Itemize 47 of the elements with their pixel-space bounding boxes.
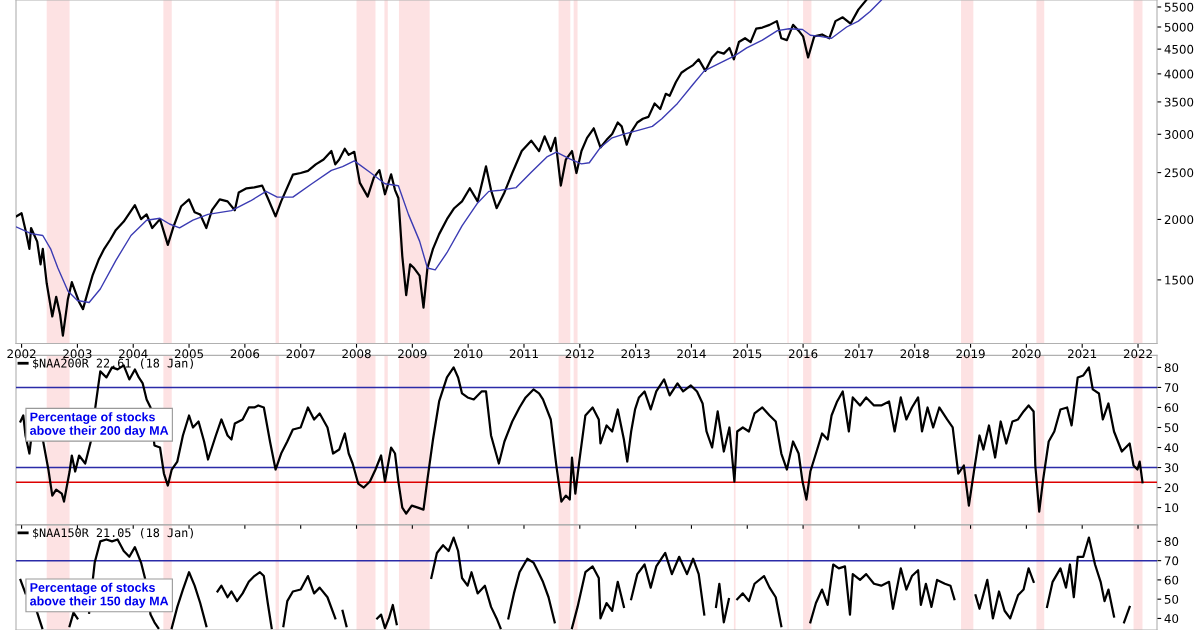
x-tick-label: 2017 [844, 349, 873, 359]
x-tick-label: 2002 [7, 349, 36, 359]
x-tick-label: 2013 [621, 349, 650, 359]
x-tick-label: 2012 [565, 349, 594, 359]
y-tick-label: 4500 [1164, 44, 1194, 54]
x-tick-label: 2005 [174, 349, 204, 359]
legend-label: $NAA200R 22.61 (18 Jan) [33, 358, 193, 370]
x-tick-label: 2006 [230, 349, 260, 359]
y-tick-label: 40 [1164, 443, 1179, 453]
x-tick-label: 2007 [286, 349, 315, 359]
x-tick-label: 2022 [1123, 349, 1152, 359]
y-tick-label: 5500 [1164, 2, 1194, 12]
y-tick-label: 3500 [1164, 97, 1194, 107]
annotation: Percentage of stocks above their 200 day MA [30, 412, 169, 438]
x-tick-label: 2015 [733, 349, 762, 359]
x-tick-label: 2021 [1068, 349, 1097, 359]
y-tick-label: 40 [1164, 614, 1179, 624]
y-tick-label: 80 [1164, 537, 1179, 547]
y-tick-label: 60 [1164, 575, 1179, 585]
legend-label: $NAA150R 21.05 (18 Jan) [33, 528, 193, 539]
x-tick-label: 2018 [900, 349, 929, 359]
y-tick-label: 2000 [1164, 215, 1194, 225]
y-tick-label: 2500 [1164, 168, 1194, 178]
x-tick-label: 2010 [454, 349, 483, 359]
y-tick-label: 4000 [1164, 69, 1194, 79]
y-tick-label: 5000 [1164, 22, 1194, 32]
y-tick-label: 50 [1164, 423, 1179, 433]
x-tick-label: 2014 [677, 349, 706, 359]
y-tick-label: 1500 [1165, 275, 1194, 285]
y-tick-label: 50 [1164, 594, 1179, 604]
y-tick-label: 70 [1164, 383, 1179, 393]
y-tick-label: 20 [1164, 483, 1179, 493]
x-tick-label: 2019 [956, 349, 985, 359]
y-tick-label: 3000 [1164, 130, 1194, 139]
y-tick-label: 30 [1164, 463, 1179, 473]
y-tick-label: 60 [1164, 403, 1179, 413]
x-tick-label: 2008 [342, 349, 371, 359]
annotation: Percentage of stocks above their 150 day MA [30, 582, 169, 608]
x-tick-label: 2004 [119, 349, 148, 359]
x-tick-label: 2020 [1012, 349, 1041, 359]
y-tick-label: 80 [1164, 363, 1179, 373]
x-tick-label: 2016 [788, 349, 818, 359]
x-tick-label: 2003 [63, 349, 92, 359]
x-tick-label: 2009 [398, 349, 427, 359]
x-tick-label: 2011 [509, 349, 538, 359]
y-tick-label: 70 [1164, 556, 1179, 566]
y-tick-label: 10 [1165, 503, 1179, 513]
